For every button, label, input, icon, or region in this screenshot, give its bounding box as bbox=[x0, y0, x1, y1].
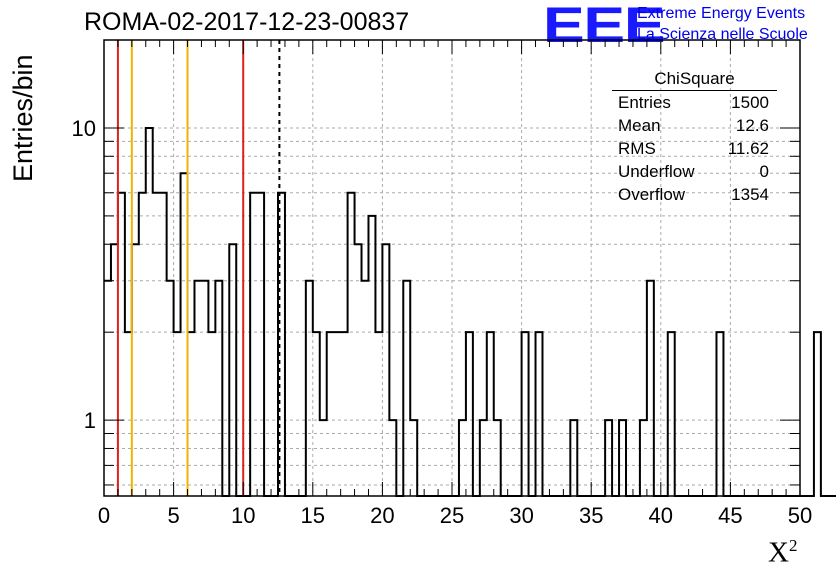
x-tick-label: 50 bbox=[788, 503, 812, 528]
stats-row-entries: Entries 1500 bbox=[612, 91, 777, 114]
x-tick-label: 35 bbox=[579, 503, 603, 528]
stats-value: 12.6 bbox=[735, 116, 769, 135]
stats-label: Mean bbox=[618, 116, 661, 135]
stats-value: 1354 bbox=[731, 185, 769, 204]
stats-row-overflow: Overflow 1354 bbox=[612, 183, 777, 206]
stats-row-mean: Mean 12.6 bbox=[612, 114, 777, 137]
stats-value: 0 bbox=[759, 162, 769, 181]
x-tick-label: 30 bbox=[509, 503, 533, 528]
stats-box: ChiSquare Entries 1500 Mean 12.6 RMS 11.… bbox=[612, 68, 777, 206]
stats-value: 1500 bbox=[731, 93, 769, 112]
x-tick-label: 40 bbox=[649, 503, 673, 528]
stats-value: 11.62 bbox=[727, 139, 769, 158]
stats-label: Overflow bbox=[618, 185, 686, 204]
stats-label: Underflow bbox=[618, 162, 695, 181]
x-tick-label: 20 bbox=[370, 503, 394, 528]
logo-line-2: La Scienza nelle Scuole bbox=[637, 26, 808, 43]
stats-row-rms: RMS 11.62 bbox=[612, 137, 777, 160]
x-tick-label: 25 bbox=[440, 503, 464, 528]
stats-label: Entries bbox=[618, 93, 671, 112]
x-axis-label: X2 bbox=[768, 536, 798, 569]
x-tick-label: 45 bbox=[718, 503, 742, 528]
plot-title: ROMA-02-2017-12-23-00837 bbox=[84, 8, 410, 36]
y-tick-label: 1 bbox=[84, 408, 96, 433]
logo-line-1: Extreme Energy Events bbox=[637, 5, 806, 22]
stats-box-title: ChiSquare bbox=[612, 68, 777, 91]
y-tick-label: 10 bbox=[72, 116, 96, 141]
stats-row-underflow: Underflow 0 bbox=[612, 160, 777, 183]
x-tick-label: 5 bbox=[167, 503, 179, 528]
x-tick-label: 0 bbox=[98, 503, 110, 528]
x-tick-label: 10 bbox=[231, 503, 255, 528]
histogram-bars bbox=[104, 126, 836, 497]
stats-label: RMS bbox=[618, 139, 656, 158]
x-tick-label: 15 bbox=[301, 503, 325, 528]
